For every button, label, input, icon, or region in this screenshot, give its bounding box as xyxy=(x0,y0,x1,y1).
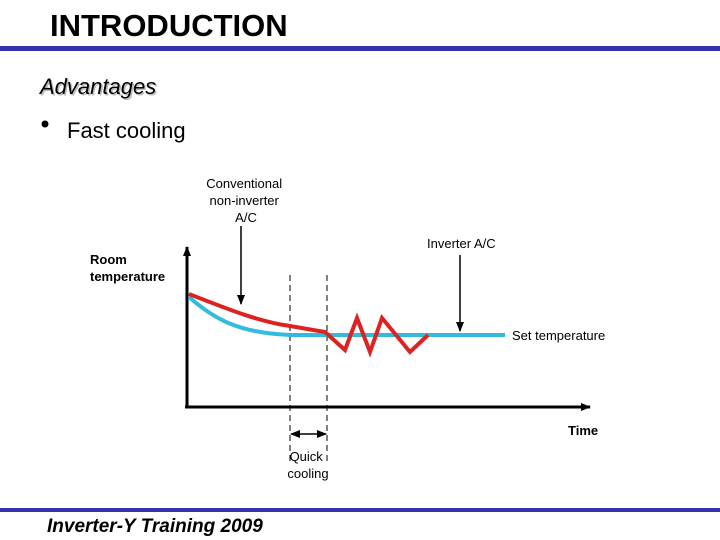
footer-text: Inverter-Y Training 2009 xyxy=(47,516,263,537)
section-heading: Advantages xyxy=(38,74,156,99)
bullet-dot xyxy=(41,120,49,128)
footer-rule xyxy=(0,508,720,512)
conventional-label: Conventional non-inverter A/C xyxy=(206,176,286,225)
y-axis-label: Room temperature xyxy=(90,252,165,284)
slide-title: INTRODUCTION xyxy=(50,8,288,43)
set-temperature-label: Set temperature xyxy=(512,328,605,343)
conventional-curve xyxy=(188,292,430,358)
inverter-curve xyxy=(187,295,505,337)
x-axis-label: Time xyxy=(568,423,598,438)
heading-shadow: Advantages xyxy=(40,76,158,101)
bullet-text: Fast cooling xyxy=(67,118,186,143)
quick-cooling-label: Quick cooling xyxy=(287,449,328,481)
title-rule xyxy=(0,46,720,51)
inverter-label: Inverter A/C xyxy=(427,236,496,251)
